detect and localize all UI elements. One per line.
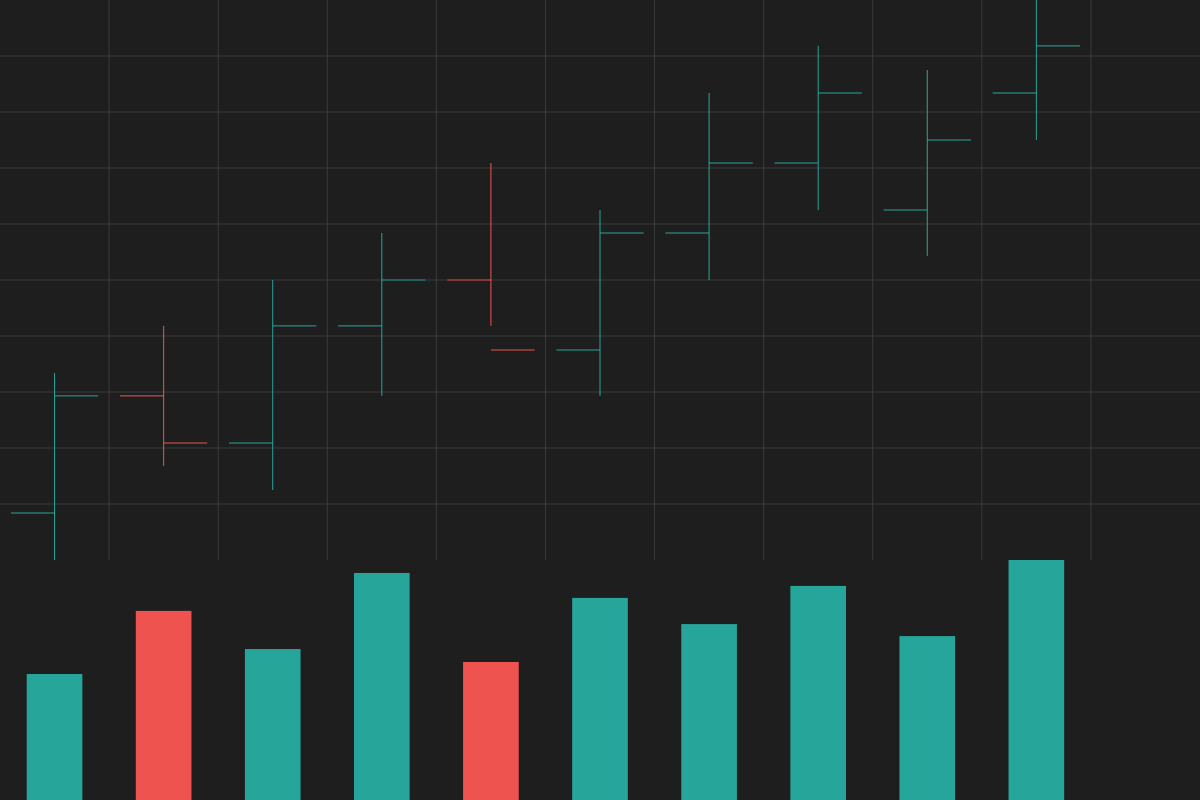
- volume-bar: [681, 624, 737, 800]
- volume-bar: [463, 662, 519, 800]
- volume-bar: [244, 649, 301, 800]
- volume-bar: [354, 572, 410, 800]
- volume-bar: [572, 597, 628, 800]
- volume-bar: [899, 636, 956, 800]
- volume-bar: [26, 674, 83, 800]
- volume-bar: [790, 585, 846, 800]
- volume-bar: [135, 610, 192, 800]
- volume-bar: [1008, 560, 1065, 800]
